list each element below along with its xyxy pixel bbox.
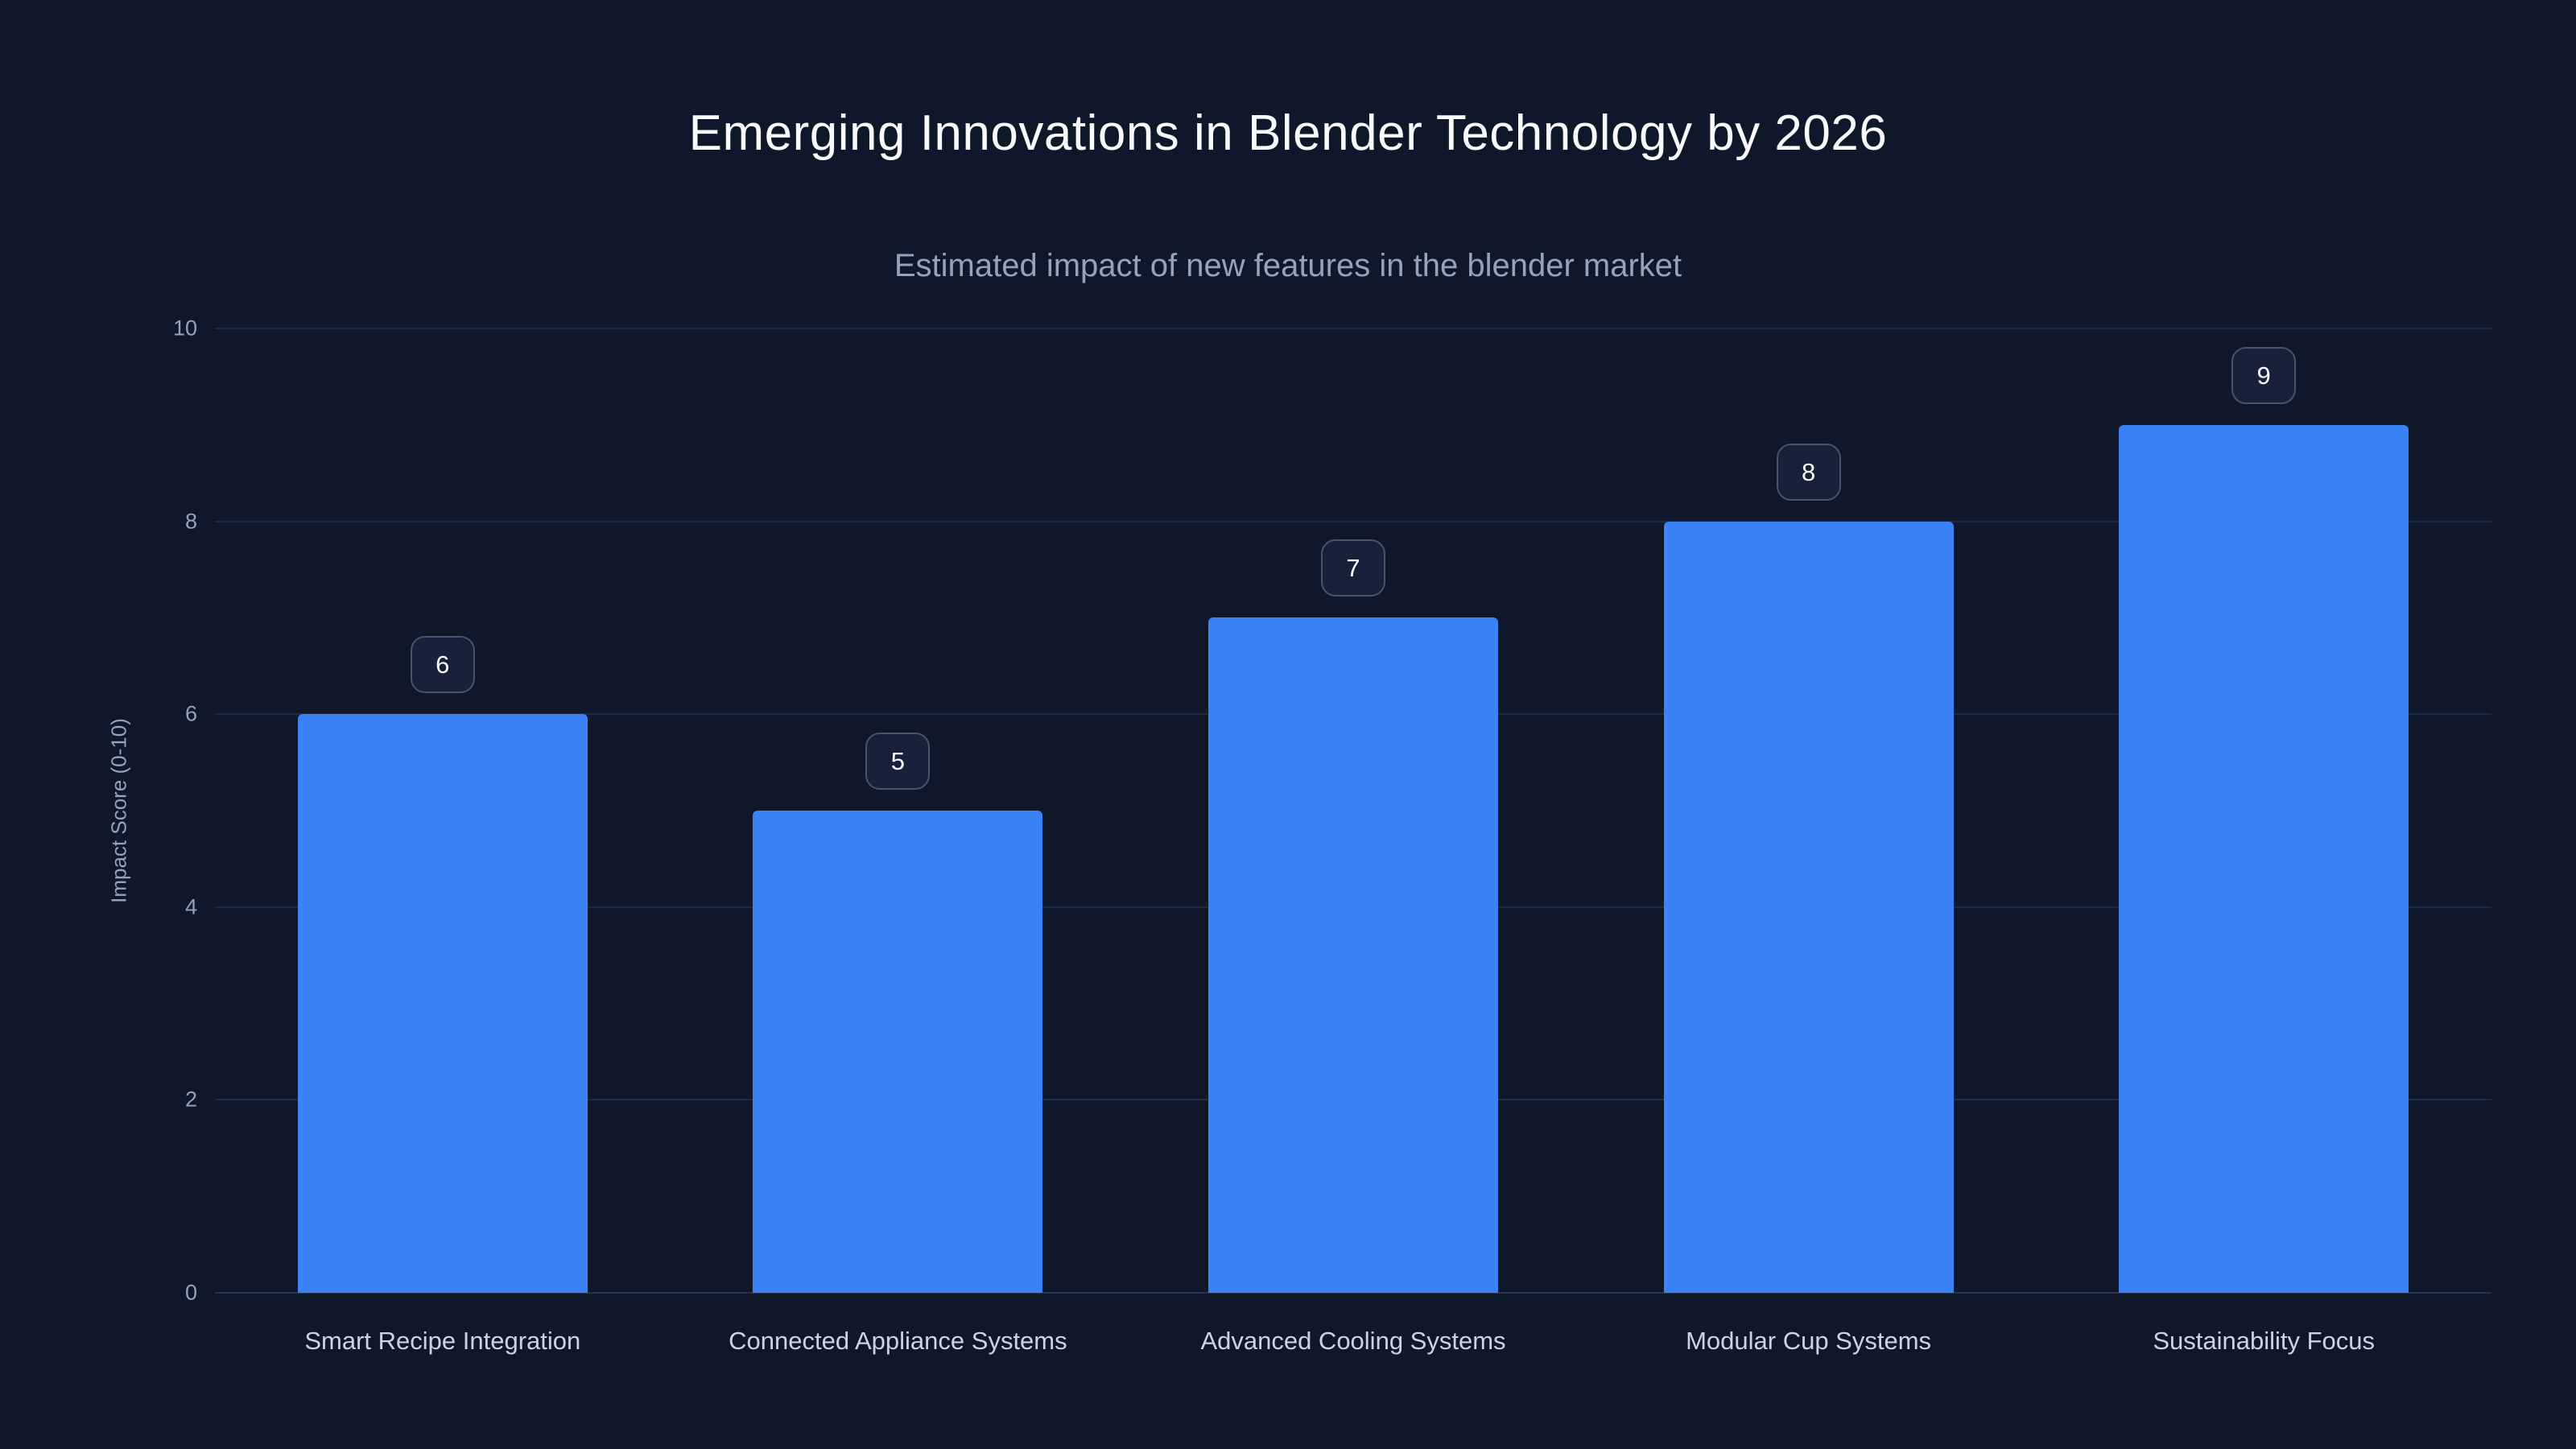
bar (1208, 617, 1498, 1293)
bars-container: 6 5 7 8 9 (215, 328, 2491, 1293)
value-badge: 6 (410, 636, 475, 694)
bar-slot: 8 (1581, 328, 2037, 1293)
x-category-label: Smart Recipe Integration (304, 1327, 581, 1355)
y-tick-label: 2 (184, 1087, 197, 1112)
y-tick-label: 0 (184, 1280, 197, 1305)
x-category-label: Modular Cup Systems (1686, 1327, 1932, 1355)
y-tick-label: 4 (184, 894, 197, 919)
bar-slot: 5 (671, 328, 1126, 1293)
plot-area: 6 5 7 8 9 (215, 328, 2491, 1294)
bar (2119, 424, 2409, 1293)
x-category-label: Sustainability Focus (2153, 1327, 2376, 1355)
bar (753, 811, 1043, 1293)
bar-slot: 6 (215, 328, 671, 1293)
y-axis-ticks: 0 2 4 6 8 10 (0, 316, 197, 1305)
value-badge: 9 (2231, 346, 2297, 404)
y-tick-label: 8 (184, 509, 197, 534)
value-badge: 7 (1320, 539, 1385, 597)
y-tick-label: 10 (172, 316, 197, 341)
value-badge: 8 (1776, 443, 1841, 501)
bar (297, 714, 588, 1293)
bar (1663, 521, 1954, 1293)
bar-slot: 7 (1125, 328, 1581, 1293)
chart-subtitle: Estimated impact of new features in the … (894, 248, 1682, 283)
y-tick-label: 6 (184, 701, 197, 726)
chart-title: Emerging Innovations in Blender Technolo… (688, 105, 1888, 161)
bar-slot: 9 (2036, 328, 2491, 1293)
x-category-label: Connected Appliance Systems (729, 1327, 1067, 1355)
value-badge: 5 (865, 733, 931, 790)
x-category-label: Advanced Cooling Systems (1200, 1327, 1506, 1355)
x-axis-labels: Smart Recipe Integration Connected Applia… (215, 1327, 2491, 1356)
